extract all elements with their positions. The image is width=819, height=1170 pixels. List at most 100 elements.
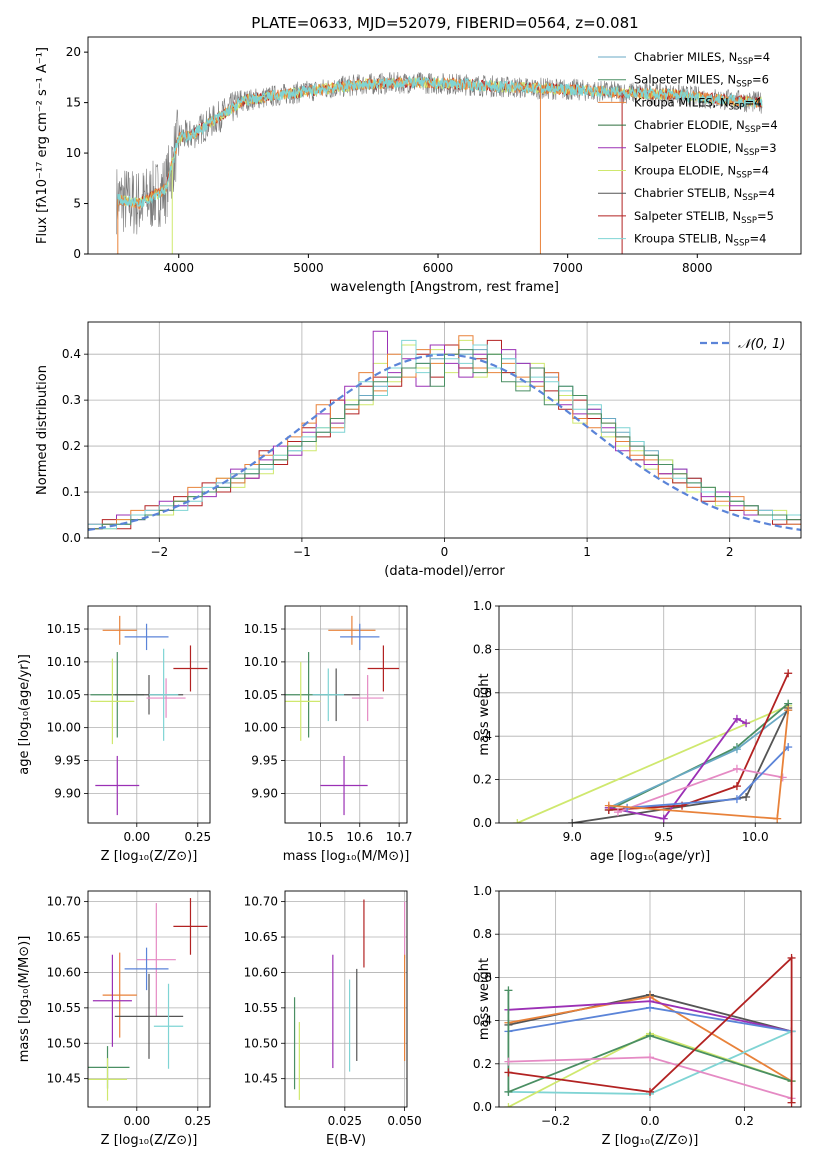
plus-marker xyxy=(778,773,787,782)
y-tick-label: 0 xyxy=(73,247,81,261)
errorbar-point xyxy=(173,645,208,692)
axes-frame xyxy=(87,36,802,255)
x-tick-label: 5000 xyxy=(293,261,324,275)
y-tick-label: 0.6 xyxy=(473,686,492,700)
errorbar-point xyxy=(102,952,137,1038)
normal-curve xyxy=(88,353,801,531)
y-tick-label: 0.8 xyxy=(473,927,492,941)
weight-series-line xyxy=(617,767,783,813)
legend-entry: Chabrier MILES, NSSP=4 xyxy=(598,50,770,67)
y-tick-label: 10.60 xyxy=(244,965,278,979)
x-axis-label: E(B-V) xyxy=(326,1133,366,1148)
y-tick-label: 1.0 xyxy=(473,599,492,613)
x-tick-label: 10.0 xyxy=(742,830,769,844)
x-tick-label: 0.0 xyxy=(640,1114,659,1128)
errorbar-point xyxy=(328,615,376,645)
y-tick-label: 0.2 xyxy=(62,439,81,453)
x-axis-label: Z [log₁₀(Z/Z⊙)] xyxy=(602,1133,699,1148)
errorbar-point xyxy=(153,983,184,1069)
errorbar-point xyxy=(114,973,184,1059)
plot-area xyxy=(88,330,801,538)
y-tick-label: 10.10 xyxy=(244,655,278,669)
axes-frame xyxy=(87,890,211,1108)
y-axis-label: age [log₁₀(age/yr)] xyxy=(17,654,32,775)
x-axis-label: Z [log₁₀(Z/Z⊙)] xyxy=(101,1133,198,1148)
chart-weight-vs-age: 9.0 9.5 10.0 0.0 0.2 0.4 0.6 0.8 1.0 age [log₁₀(a… xyxy=(473,599,802,864)
plus-marker xyxy=(732,745,741,754)
x-tick-label: −0.2 xyxy=(541,1114,570,1128)
y-axis-label: mass [log₁₀(M/M⊙)] xyxy=(17,936,32,1063)
plot-area xyxy=(285,615,400,816)
chart-age-vs-mass: 10.5 10.6 10.7 9.90 9.95 10.00 10.05 10.10 10.15… xyxy=(244,605,413,864)
y-tick-label: 0.0 xyxy=(473,1100,492,1114)
plus-marker xyxy=(646,1087,654,1096)
legend-label: Chabrier ELODIE, NSSP=4 xyxy=(634,118,778,135)
x-tick-label: 10.7 xyxy=(386,830,413,844)
legend-subscript: SSP xyxy=(742,193,758,203)
y-tick-label: 10.15 xyxy=(244,622,278,636)
y-axis-label: Normed distribution xyxy=(35,365,50,495)
x-axis-label: mass [log₁₀(M/M⊙)] xyxy=(283,849,410,864)
y-tick-label: 9.95 xyxy=(54,754,81,768)
x-tick-label: 0 xyxy=(441,545,449,559)
x-tick-label: 2 xyxy=(726,545,734,559)
weight-series-line xyxy=(608,709,789,809)
y-axis-label: mass weight xyxy=(477,673,492,755)
chart-age-vs-Z: 0.00 0.25 9.90 9.95 10.00 10.05 10.10 10.15 Z [l… xyxy=(17,605,211,864)
x-tick-label: 0.00 xyxy=(123,1114,150,1128)
legend-label: Kroupa STELIB, NSSP=4 xyxy=(634,232,766,249)
weight-series-line xyxy=(516,704,789,823)
x-axis-label: wavelength [Angstrom, rest frame] xyxy=(330,280,559,295)
x-tick-label: 9.0 xyxy=(563,830,582,844)
plot-area xyxy=(88,898,208,1101)
plus-marker xyxy=(646,1031,654,1040)
x-tick-label: 1 xyxy=(583,545,591,559)
x-tick-label: 8000 xyxy=(682,261,713,275)
y-tick-label: 1.0 xyxy=(473,884,492,898)
plus-marker xyxy=(604,801,613,810)
y-tick-label: 10.70 xyxy=(47,895,81,909)
plus-marker xyxy=(787,953,796,962)
errorbar-point xyxy=(92,954,132,1047)
y-tick-label: 0.6 xyxy=(473,970,492,984)
y-tick-label: 20 xyxy=(66,45,81,59)
y-tick-label: 10.65 xyxy=(244,930,278,944)
y-tick-label: 9.90 xyxy=(251,786,278,800)
legend-value: =4 xyxy=(752,164,769,178)
errorbar-point xyxy=(367,645,400,692)
legend-value: =4 xyxy=(749,232,766,246)
legend-entry: Chabrier STELIB, NSSP=4 xyxy=(598,186,775,203)
plot-area xyxy=(504,953,796,1107)
plus-marker xyxy=(773,814,782,823)
errorbar-point xyxy=(320,755,368,816)
plus-marker xyxy=(732,782,741,791)
y-tick-label: 10.45 xyxy=(244,1072,278,1086)
plot-area xyxy=(293,899,406,1100)
y-tick-label: 10.00 xyxy=(244,721,278,735)
x-tick-label: 7000 xyxy=(552,261,583,275)
y-axis-label: mass weight xyxy=(477,958,492,1040)
plus-marker xyxy=(732,795,741,804)
plot-area xyxy=(90,615,208,816)
plus-marker xyxy=(732,714,741,723)
legend-value: =3 xyxy=(760,141,777,155)
x-tick-label: 0.25 xyxy=(184,1114,211,1128)
chart-mass-vs-Z: 0.00 0.25 10.45 10.50 10.55 10.60 10.65 10.70 Z … xyxy=(17,890,211,1148)
y-tick-label: 10.15 xyxy=(47,622,81,636)
plus-marker xyxy=(742,719,751,728)
legend-label: Kroupa ELODIE, NSSP=4 xyxy=(634,164,769,181)
legend-label: Salpeter MILES, NSSP=6 xyxy=(634,73,769,90)
axes-frame xyxy=(87,321,802,539)
y-tick-label: 15 xyxy=(66,96,81,110)
errorbar-point xyxy=(149,648,179,741)
weight-series-line xyxy=(507,990,792,1094)
plus-marker xyxy=(784,669,793,678)
errorbar-point xyxy=(340,623,380,651)
legend-subscript: SSP xyxy=(745,125,761,135)
legend-subscript: SSP xyxy=(737,57,753,67)
y-tick-label: 9.95 xyxy=(251,754,278,768)
x-tick-label: 4000 xyxy=(163,261,194,275)
y-tick-label: 0.1 xyxy=(62,485,81,499)
x-tick-label: 0.050 xyxy=(387,1114,421,1128)
y-tick-label: 0.3 xyxy=(62,393,81,407)
